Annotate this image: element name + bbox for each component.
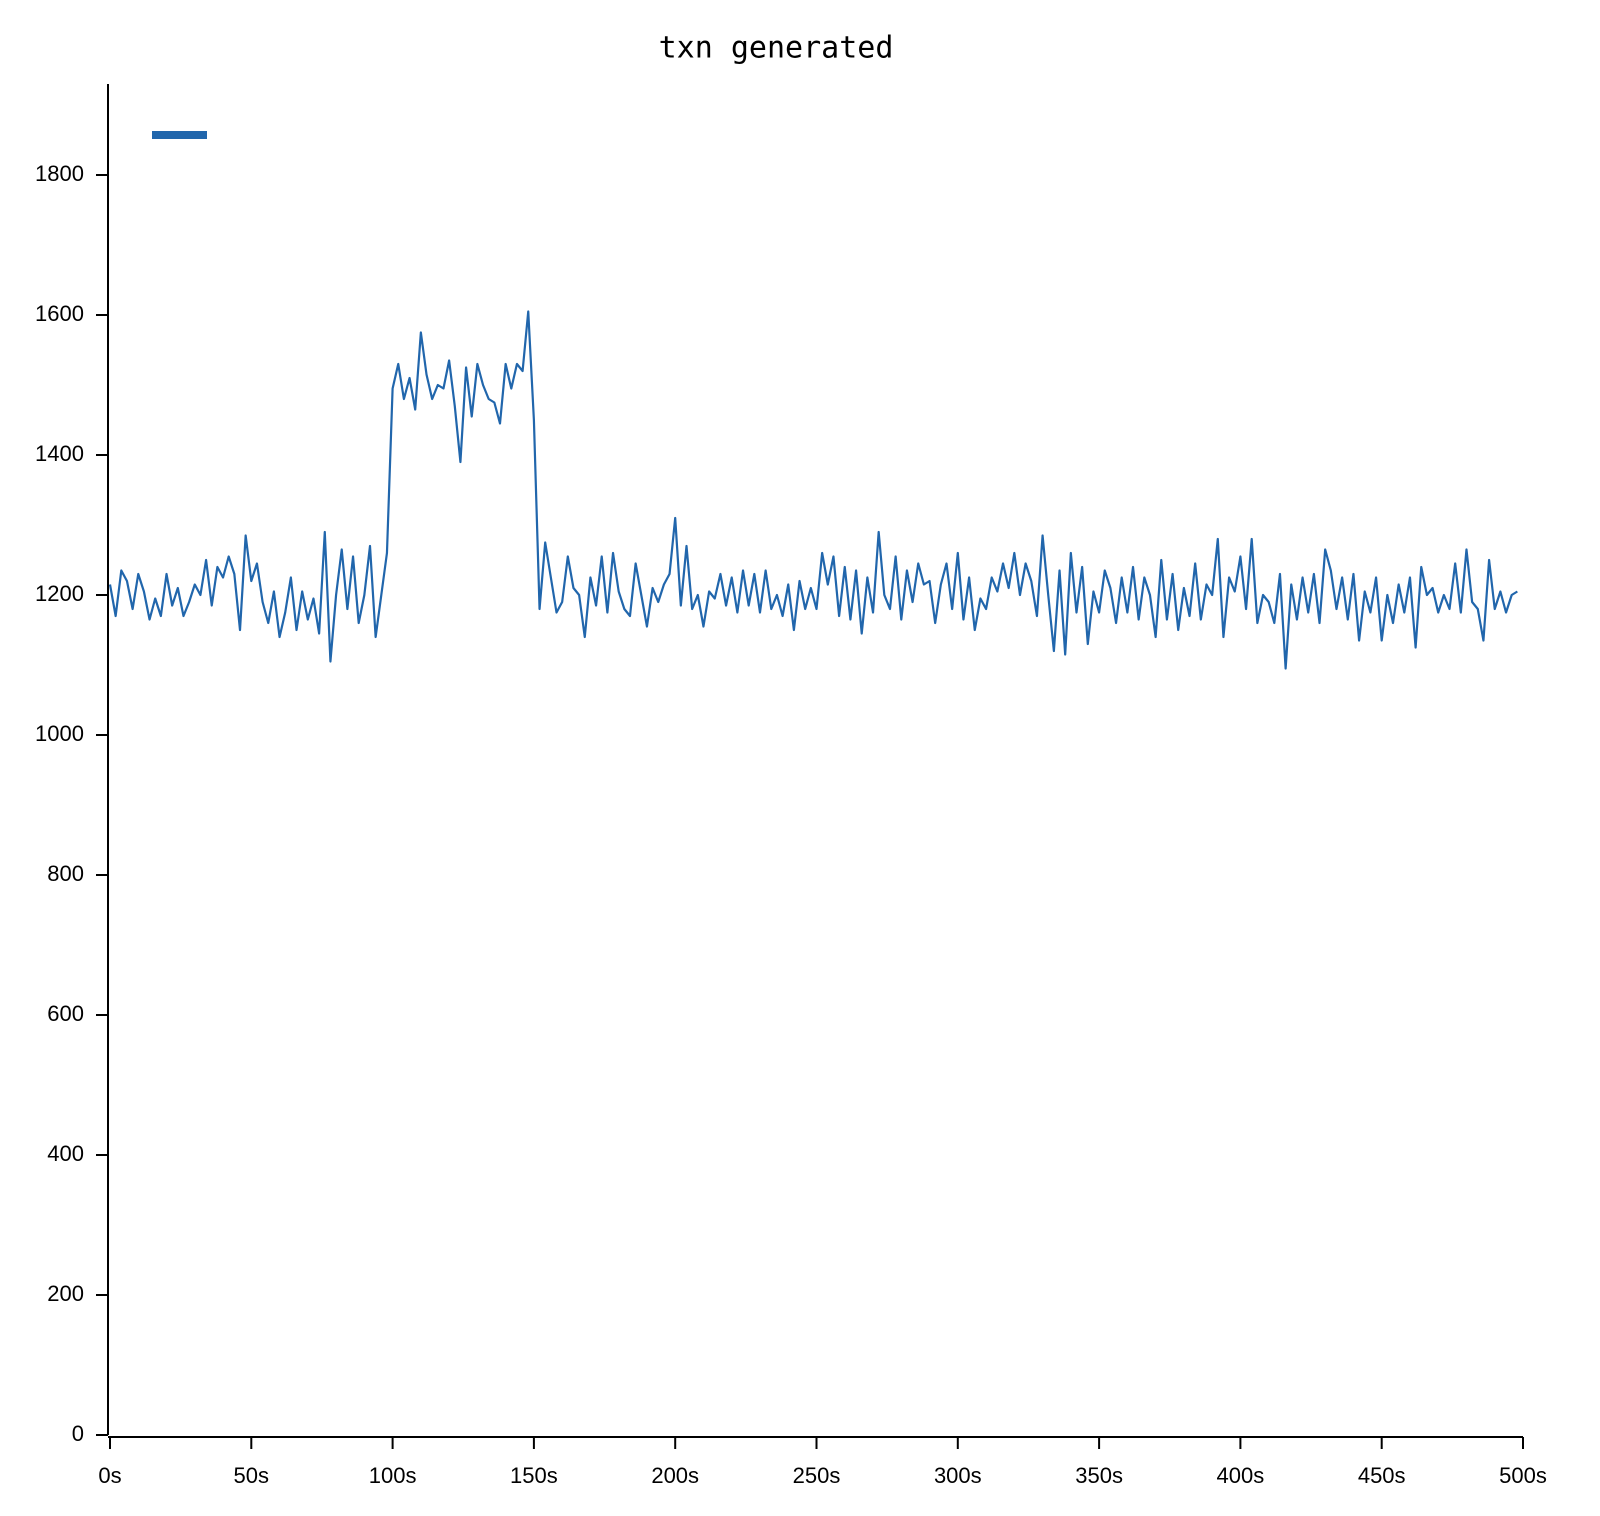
- x-tick-label: 350s: [1075, 1463, 1123, 1488]
- x-tick-label: 50s: [234, 1463, 269, 1488]
- x-tick-label: 200s: [651, 1463, 699, 1488]
- x-tick-label: 0s: [98, 1463, 121, 1488]
- y-tick-label: 600: [47, 1001, 84, 1026]
- x-tick-label: 400s: [1217, 1463, 1265, 1488]
- x-tick-label: 100s: [369, 1463, 417, 1488]
- series-line: [108, 310, 1518, 670]
- x-tick-label: 150s: [510, 1463, 558, 1488]
- y-tick-label: 400: [47, 1141, 84, 1166]
- y-tick-label: 200: [47, 1281, 84, 1306]
- y-tick-label: 1200: [35, 581, 84, 606]
- x-tick-label: 300s: [934, 1463, 982, 1488]
- y-tick-label: 1400: [35, 441, 84, 466]
- y-tick-label: 800: [47, 861, 84, 886]
- y-tick-label: 1800: [35, 161, 84, 186]
- x-tick-label: 500s: [1499, 1463, 1547, 1488]
- x-tick-label: 250s: [793, 1463, 841, 1488]
- y-tick-label: 1000: [35, 721, 84, 746]
- x-tick-label: 450s: [1358, 1463, 1406, 1488]
- y-tick-label: 0: [72, 1421, 84, 1446]
- chart-title: txn generated: [659, 31, 894, 66]
- y-tick-label: 1600: [35, 301, 84, 326]
